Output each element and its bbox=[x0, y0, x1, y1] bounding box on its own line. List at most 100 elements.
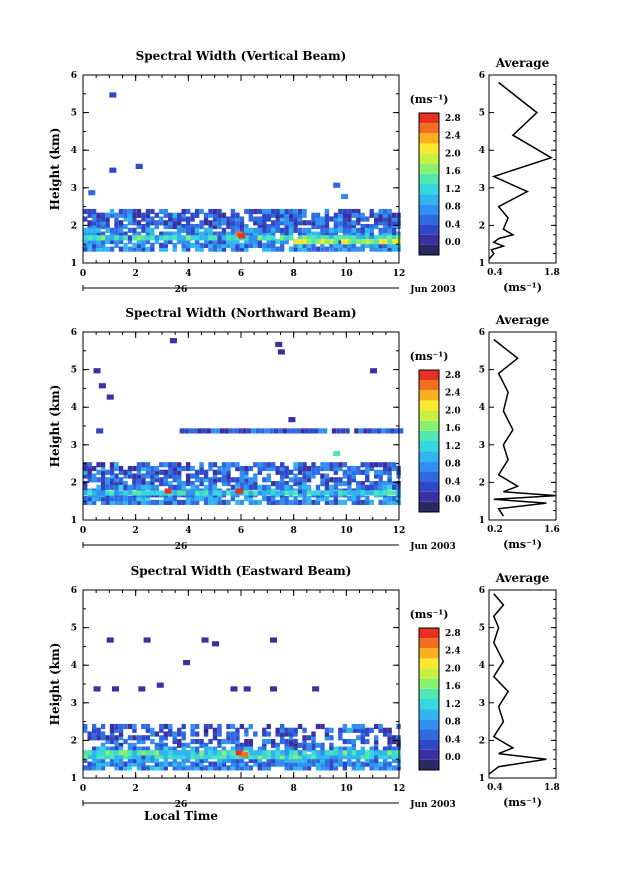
heatmap-cell bbox=[253, 484, 258, 490]
heatmap-cell bbox=[369, 242, 374, 248]
heatmap-cell bbox=[262, 223, 267, 230]
heatmap-cell bbox=[297, 488, 303, 494]
heatmap-cell bbox=[239, 746, 245, 752]
heatmap-cell bbox=[141, 480, 146, 487]
heatmap-cell bbox=[369, 462, 374, 468]
heatmap-cell bbox=[96, 727, 101, 733]
heatmap-cell bbox=[275, 465, 280, 472]
heatmap-cell bbox=[181, 227, 186, 233]
colorbar-tick-label: 2.0 bbox=[445, 406, 461, 416]
heatmap-cell bbox=[185, 227, 191, 233]
heatmap-cell bbox=[114, 484, 119, 490]
heatmap-cell bbox=[154, 761, 160, 767]
heatmap-cell bbox=[154, 731, 160, 737]
heatmap-cell bbox=[221, 231, 227, 237]
heatmap-cell bbox=[194, 490, 200, 496]
heatmap-cell bbox=[312, 686, 320, 692]
heatmap-cell bbox=[221, 239, 227, 245]
heatmap-cell bbox=[217, 235, 222, 241]
heatmap-cell bbox=[333, 480, 339, 487]
heatmap-cell bbox=[106, 637, 114, 643]
heatmap-cell bbox=[360, 731, 365, 737]
heatmap-cell bbox=[311, 761, 316, 767]
heatmap-cell bbox=[356, 750, 361, 756]
heatmap-cell bbox=[347, 220, 352, 226]
heatmap-cell bbox=[100, 246, 106, 252]
heatmap-cell bbox=[284, 761, 289, 767]
heatmap-cell bbox=[230, 223, 236, 230]
heatmap-cell bbox=[172, 499, 177, 505]
heatmap-cell bbox=[248, 216, 254, 222]
heatmap-cell bbox=[302, 735, 307, 741]
x-tick-label: 4 bbox=[185, 784, 191, 794]
heatmap-cell bbox=[324, 227, 330, 233]
heatmap-cell bbox=[109, 231, 115, 237]
heatmap-cell bbox=[244, 738, 249, 745]
heatmap-cell bbox=[181, 208, 186, 215]
heatmap-cell bbox=[262, 750, 267, 756]
heatmap-cell bbox=[382, 731, 388, 737]
heatmap-cell bbox=[226, 465, 231, 472]
heatmap-cell bbox=[320, 723, 325, 730]
heatmap-cell bbox=[297, 465, 303, 472]
heatmap-cell bbox=[226, 477, 231, 483]
heatmap-cell bbox=[351, 473, 356, 479]
heatmap-cell bbox=[141, 239, 146, 245]
heatmap-cell bbox=[271, 465, 276, 472]
heatmap-cell bbox=[382, 465, 388, 472]
heatmap-cell bbox=[145, 765, 151, 771]
heatmap-cell bbox=[311, 216, 316, 222]
x-tick-label: 4 bbox=[185, 526, 191, 536]
heatmap-cell bbox=[194, 208, 200, 215]
heatmap-cell bbox=[365, 731, 370, 737]
heatmap-cell bbox=[373, 761, 379, 767]
heatmap-cell bbox=[132, 761, 137, 767]
heatmap-cell bbox=[311, 499, 316, 505]
heatmap-cell bbox=[177, 223, 182, 230]
heatmap-cell bbox=[324, 765, 330, 771]
heatmap-cell bbox=[373, 750, 379, 756]
heatmap-cell bbox=[83, 765, 88, 771]
heatmap-cell bbox=[333, 496, 339, 502]
heatmap-cell bbox=[244, 231, 249, 237]
heatmap-cell bbox=[293, 750, 298, 756]
heatmap-cell bbox=[114, 480, 119, 487]
heatmap-cell bbox=[333, 462, 339, 468]
heatmap-cell bbox=[382, 212, 388, 218]
heatmap-cell bbox=[118, 484, 124, 490]
heatmap-cell bbox=[288, 208, 294, 215]
heatmap-cell bbox=[288, 235, 294, 241]
heatmap-cell bbox=[284, 469, 289, 475]
heatmap-cell bbox=[123, 246, 128, 252]
heatmap bbox=[83, 92, 402, 252]
heatmap-cell bbox=[185, 246, 191, 252]
heatmap-cell bbox=[109, 723, 115, 730]
heatmap-cell bbox=[163, 477, 168, 483]
heatmap-cell bbox=[342, 462, 348, 468]
heatmap-cell bbox=[83, 246, 88, 252]
colorbar-swatch bbox=[419, 699, 439, 710]
heatmap-cell bbox=[208, 761, 213, 767]
heatmap-cell bbox=[302, 727, 307, 733]
heatmap-cell bbox=[329, 239, 334, 245]
colorbar-tick-label: 2.4 bbox=[445, 647, 461, 657]
heatmap-cell bbox=[320, 239, 325, 245]
heatmap-cell bbox=[114, 761, 119, 767]
heatmap-cell bbox=[320, 761, 325, 767]
heatmap-cell bbox=[100, 220, 106, 226]
heatmap-cell bbox=[297, 227, 303, 233]
heatmap-cell bbox=[194, 757, 200, 763]
heatmap-cell bbox=[288, 742, 294, 748]
heatmap-cell bbox=[199, 754, 204, 760]
x-tick-label: 2 bbox=[133, 784, 139, 794]
heatmap-cell bbox=[369, 499, 374, 505]
heatmap-cell bbox=[284, 754, 289, 760]
heatmap-cell bbox=[275, 499, 280, 505]
heatmap-cell bbox=[365, 761, 370, 767]
profile-title: Average bbox=[495, 571, 550, 585]
heatmap-cell bbox=[324, 731, 330, 737]
heatmap-cell bbox=[172, 738, 177, 745]
heatmap-cell bbox=[132, 227, 137, 233]
profile-x-tick-label: 1.8 bbox=[544, 268, 560, 278]
heatmap-cell bbox=[264, 428, 270, 434]
